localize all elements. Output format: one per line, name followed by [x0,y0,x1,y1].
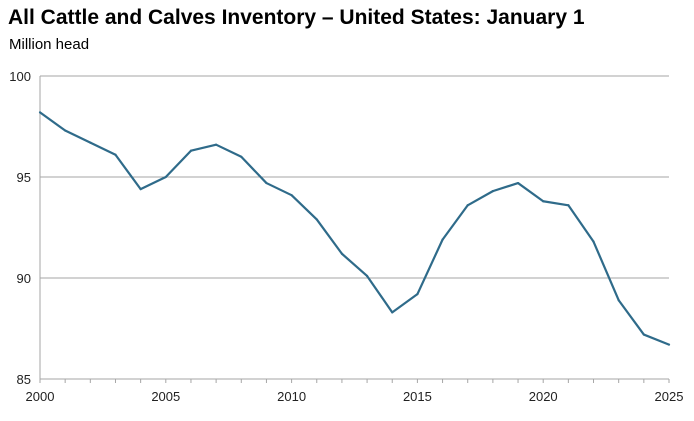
data-point [315,218,318,221]
data-point [592,240,595,243]
data-point [164,175,167,179]
x-tick-label: 2020 [529,389,558,404]
data-point [416,293,419,296]
data-point [491,190,494,193]
data-point [391,311,394,314]
data-point [89,141,92,144]
y-tick-label: 85 [17,372,31,387]
y-tick-label: 90 [17,271,31,286]
chart-subtitle: Million head [9,36,90,53]
data-point [441,238,444,241]
data-point [139,188,142,191]
data-point [516,181,520,185]
y-tick-label: 95 [17,170,31,185]
data-point [240,155,243,158]
data-point [114,153,117,156]
data-point [667,343,671,346]
x-tick-label: 2010 [277,389,306,404]
series-line [39,111,670,346]
data-point [64,129,67,132]
data-point [567,204,570,207]
x-tick-label: 2005 [151,389,180,404]
data-point [617,299,620,302]
chart-title: All Cattle and Calves Inventory – United… [8,6,585,29]
data-point [542,200,545,203]
data-point [265,181,268,185]
x-tick-label: 2015 [403,389,432,404]
data-point [215,143,218,146]
data-point [189,149,193,152]
data-point [340,252,344,255]
x-tick-label: 2000 [26,389,55,404]
data-point [365,274,369,278]
data-point [290,194,293,197]
data-point [642,333,645,336]
x-tick-label: 2025 [655,389,684,404]
data-point [466,204,469,207]
data-point [38,111,42,114]
y-tick-label: 100 [9,69,31,84]
